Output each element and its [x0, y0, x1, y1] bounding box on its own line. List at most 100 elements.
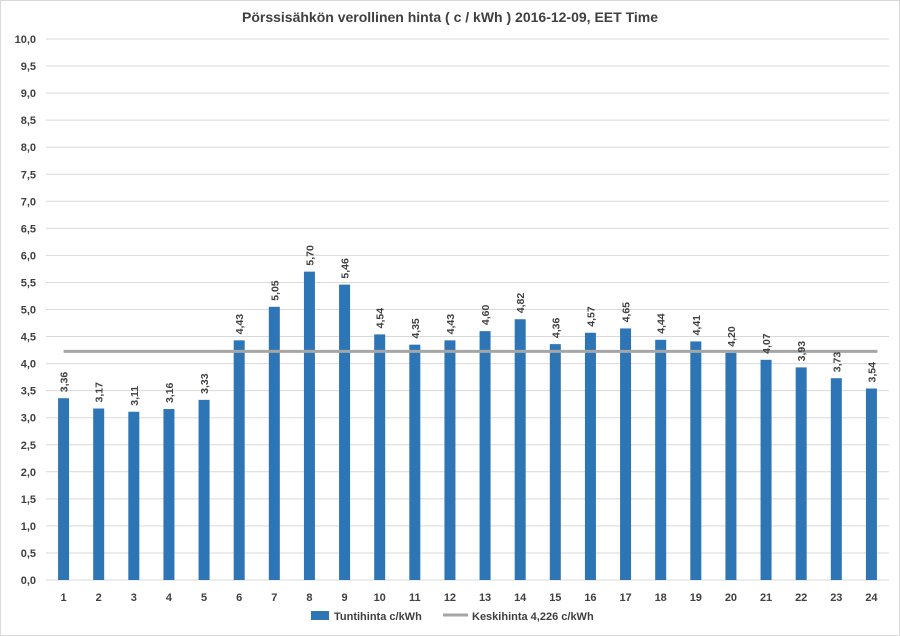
- x-tick-label: 13: [479, 592, 491, 604]
- bar: [795, 367, 807, 580]
- y-tick-label: 4,0: [21, 359, 36, 371]
- data-label: 4,41: [691, 315, 703, 336]
- data-label: 4,36: [550, 318, 562, 339]
- bar: [584, 332, 596, 580]
- y-tick-label: 3,5: [21, 386, 36, 398]
- data-label: 3,16: [164, 382, 176, 403]
- bar: [93, 408, 105, 580]
- x-tick-label: 6: [236, 592, 242, 604]
- data-label: 4,20: [726, 326, 738, 347]
- legend-swatch-bar: [311, 611, 329, 620]
- data-label: 4,43: [234, 314, 246, 335]
- y-tick-label: 7,5: [21, 169, 36, 181]
- x-tick-label: 20: [725, 592, 737, 604]
- bar: [865, 388, 877, 580]
- data-label: 4,43: [445, 314, 457, 335]
- bar: [303, 271, 315, 580]
- data-label: 3,36: [59, 372, 71, 393]
- x-tick-label: 11: [409, 592, 421, 604]
- y-tick-label: 1,5: [21, 494, 36, 506]
- y-tick-label: 0,0: [21, 575, 36, 587]
- data-label: 3,33: [199, 373, 211, 394]
- data-label: 4,35: [410, 318, 422, 339]
- y-tick-label: 0,5: [21, 548, 36, 560]
- data-label: 4,54: [375, 308, 387, 329]
- bar: [268, 306, 280, 580]
- bar: [233, 340, 245, 580]
- data-labels: 3,36 3,17 3,11 3,16 3,33 4,43 5,05 5,70 5,46 4,54…: [59, 245, 879, 406]
- y-tick-label: 2,0: [21, 467, 36, 479]
- y-tick-label: 10,0: [15, 34, 36, 46]
- data-label: 4,44: [656, 313, 668, 334]
- bar: [690, 341, 702, 580]
- bar: [655, 339, 667, 580]
- bar: [163, 409, 175, 580]
- x-tick-label: 15: [549, 592, 561, 604]
- x-tick-label: 12: [444, 592, 456, 604]
- bar: [620, 328, 632, 580]
- data-label: 3,17: [94, 382, 106, 403]
- bar: [409, 344, 421, 580]
- bar: [374, 334, 386, 580]
- bar: [58, 398, 70, 580]
- legend: Tuntihinta c/kWh Keskihinta 4,226 c/kWh: [311, 611, 594, 623]
- y-axis-ticks: 0,0 0,5 1,0 1,5 2,0 2,5 3,0 3,5 4,0 4,5 5,0 5,5 6,0 6…: [15, 34, 36, 587]
- x-tick-label: 17: [619, 592, 631, 604]
- y-tick-label: 5,0: [21, 305, 36, 317]
- x-tick-label: 16: [584, 592, 596, 604]
- y-tick-label: 9,0: [21, 88, 36, 100]
- y-tick-label: 6,0: [21, 250, 36, 262]
- x-tick-label: 19: [690, 592, 702, 604]
- x-tick-label: 23: [830, 592, 842, 604]
- data-label: 4,60: [480, 305, 492, 326]
- x-tick-label: 4: [166, 592, 173, 604]
- y-tick-label: 4,5: [21, 332, 36, 344]
- bar: [760, 359, 772, 580]
- y-tick-label: 8,0: [21, 142, 36, 154]
- y-tick-label: 9,5: [21, 61, 36, 73]
- x-tick-label: 10: [374, 592, 386, 604]
- x-tick-label: 9: [342, 592, 348, 604]
- y-tick-label: 7,0: [21, 196, 36, 208]
- x-tick-label: 3: [131, 592, 137, 604]
- data-label: 5,46: [340, 258, 352, 279]
- data-label: 3,93: [796, 341, 808, 362]
- data-label: 4,65: [621, 302, 633, 323]
- y-tick-label: 6,5: [21, 223, 36, 235]
- bar: [128, 411, 140, 580]
- x-tick-label: 24: [865, 592, 878, 604]
- bar: [479, 331, 491, 580]
- bar: [514, 319, 526, 580]
- x-tick-label: 18: [655, 592, 667, 604]
- y-tick-label: 2,5: [21, 440, 36, 452]
- y-tick-label: 5,5: [21, 277, 36, 289]
- gridlines: [46, 38, 889, 581]
- data-label: 3,54: [866, 362, 878, 383]
- x-tick-label: 2: [96, 592, 102, 604]
- chart-title: Pörssisähkön verollinen hinta ( c / kWh …: [242, 9, 658, 25]
- data-label: 4,07: [761, 333, 773, 354]
- bar: [549, 344, 561, 580]
- y-tick-label: 3,0: [21, 413, 36, 425]
- data-label: 5,05: [269, 280, 281, 301]
- bars: [58, 271, 877, 580]
- x-tick-label: 5: [201, 592, 207, 604]
- legend-label-bar: Tuntihinta c/kWh: [334, 611, 422, 623]
- data-label: 4,82: [515, 293, 527, 314]
- data-label: 3,73: [831, 352, 843, 373]
- data-label: 5,70: [304, 245, 316, 266]
- x-axis-ticks: 1 2 3 4 5 6 7 8 9 10 11 12 13 14 15 16 17 18 19 20 21 22 23 24: [61, 592, 879, 604]
- x-tick-label: 14: [514, 592, 527, 604]
- data-label: 4,57: [585, 306, 597, 327]
- x-tick-label: 22: [795, 592, 807, 604]
- bar: [444, 340, 456, 580]
- bar: [198, 399, 210, 580]
- y-tick-label: 8,5: [21, 115, 36, 127]
- y-tick-label: 1,0: [21, 521, 36, 533]
- bar: [339, 284, 351, 580]
- x-tick-label: 7: [271, 592, 277, 604]
- x-tick-label: 1: [61, 592, 67, 604]
- bar: [725, 352, 737, 580]
